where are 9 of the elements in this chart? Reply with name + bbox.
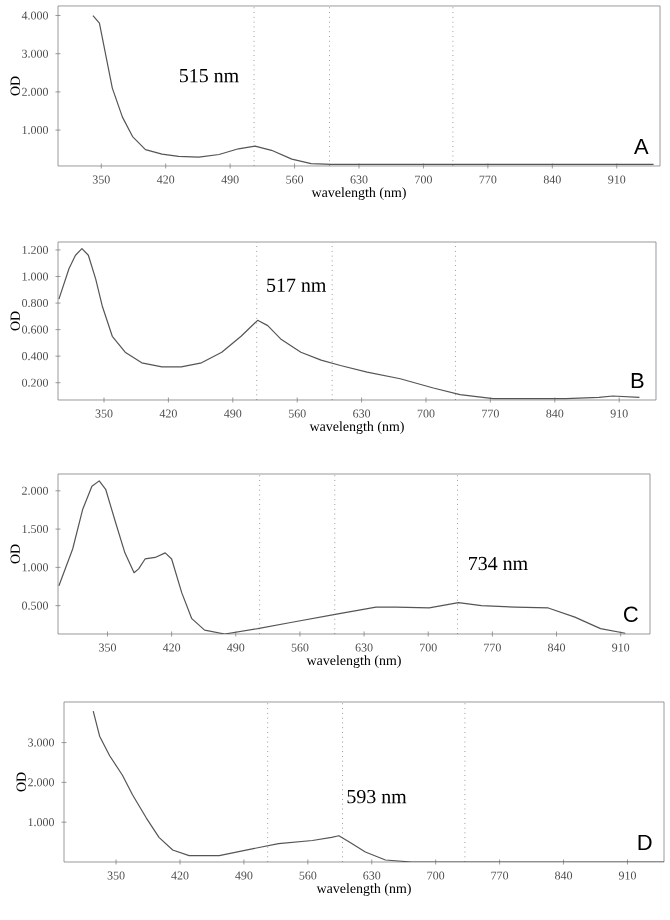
line-series [58, 480, 626, 634]
annotation: D [638, 834, 652, 850]
annotation: 517 nm [267, 278, 327, 292]
annotation: 734 nm [469, 556, 528, 571]
annotation: A [634, 138, 649, 154]
annotation: C [624, 606, 638, 622]
annotation: 515 nm [179, 69, 239, 83]
annotation: B [631, 373, 644, 389]
annotation: 593 nm [347, 789, 407, 804]
